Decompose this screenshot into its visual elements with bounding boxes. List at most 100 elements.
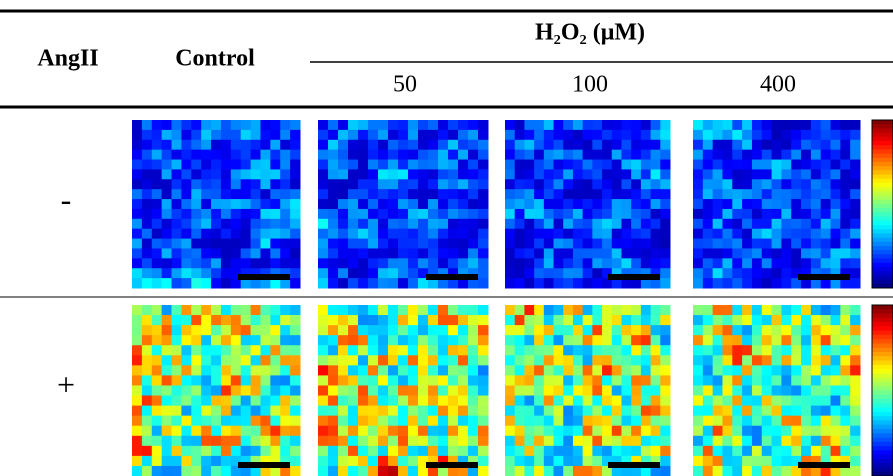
heatmap-cell [358, 395, 369, 407]
heatmap-cell [448, 375, 459, 386]
heatmap-cell [761, 169, 773, 180]
heatmap-cell [240, 455, 252, 467]
heatmap-cell [418, 218, 429, 230]
heatmap-cell [378, 325, 389, 336]
heatmap-cell [592, 325, 603, 336]
heatmap-cell [553, 325, 564, 336]
heatmap-cell [211, 139, 222, 151]
heatmap-cell [830, 375, 841, 386]
heatmap-cell [378, 415, 389, 427]
heatmap-cell [358, 139, 369, 151]
heatmap-cell [388, 435, 399, 447]
heatmap-cell [388, 278, 399, 289]
heatmap-cell [840, 345, 851, 356]
heatmap-cell [328, 325, 339, 336]
heatmap-cell [368, 159, 379, 170]
heatmap-cell [211, 129, 222, 141]
heatmap-cell [631, 268, 642, 279]
heatmap-cell [640, 335, 652, 346]
heatmap-cell [592, 405, 603, 417]
heatmap-cell [290, 305, 301, 316]
heatmap-cell [388, 258, 399, 269]
heatmap-cell [514, 228, 525, 240]
heatmap-cell [602, 208, 613, 220]
heatmap-cell [132, 365, 143, 376]
heatmap-cell [468, 228, 479, 240]
row-header: AngII [37, 46, 98, 72]
heatmap-cell [801, 335, 812, 346]
heatmap-cell [820, 335, 832, 346]
heatmap-cell [572, 445, 584, 457]
heatmap-cell [801, 218, 812, 230]
heatmap-cell [348, 248, 359, 259]
heatmap-cell [171, 445, 182, 457]
colorbar-step [872, 283, 893, 289]
heatmap-cell [438, 268, 449, 279]
heatmap-cell [171, 385, 182, 397]
heatmap-cell [141, 355, 153, 366]
heatmap-cell [418, 385, 429, 397]
heatmap-cell [478, 120, 489, 131]
heatmap-cell [611, 159, 622, 170]
heatmap-cell [408, 455, 419, 467]
heatmap-cell [621, 375, 632, 386]
heatmap-cell [621, 268, 632, 279]
heatmap-cell [801, 179, 812, 190]
heatmap-cell [732, 218, 743, 230]
colorbar-step [872, 352, 893, 357]
heatmap-cell [505, 465, 516, 476]
heatmap-cell [621, 199, 632, 210]
heatmap-cell [211, 435, 222, 447]
heatmap-cell [171, 345, 182, 356]
heatmap-cell [448, 238, 459, 249]
heatmap-cell [368, 278, 379, 289]
heatmap-cell [240, 305, 252, 316]
heatmap-cell [240, 375, 252, 386]
heatmap-cell [328, 149, 339, 161]
heatmap-cell [732, 248, 743, 259]
heatmap-cell [505, 238, 516, 249]
heatmap-cell [240, 149, 252, 161]
heatmap-cell [611, 355, 622, 366]
heatmap-cell [751, 355, 763, 366]
heatmap-cell [448, 385, 459, 397]
heatmap-cell [640, 129, 652, 141]
heatmap-cell [181, 445, 192, 457]
heatmap-cell [761, 335, 773, 346]
heatmap-cell [201, 305, 212, 316]
heatmap-cell [534, 278, 545, 289]
heatmap-cell [338, 385, 349, 397]
heatmap-cell [505, 365, 516, 376]
heatmap-cell [290, 258, 301, 269]
heatmap-cell [141, 238, 153, 249]
heatmap-cell [702, 465, 714, 476]
heatmap-cell [348, 238, 359, 249]
heatmap-cell [791, 228, 802, 240]
heatmap-cell [534, 385, 545, 397]
heatmap-cell [458, 345, 469, 356]
heatmap-cell [408, 169, 419, 180]
heatmap-cell [201, 238, 212, 249]
heatmap-cell [478, 395, 489, 407]
heatmap-cell [280, 179, 291, 190]
heatmap-cell [201, 385, 212, 397]
heatmap-cell [732, 325, 743, 336]
heatmap-cell [830, 335, 841, 346]
heatmap-cell [250, 455, 261, 467]
heatmap-cell [840, 425, 851, 437]
heatmap-cell [801, 208, 812, 220]
heatmap-cell [534, 248, 545, 259]
heatmap-cell [742, 120, 753, 131]
heatmap-cell [328, 218, 339, 230]
heatmap-cell [781, 248, 792, 259]
heatmap-cell [732, 315, 743, 326]
heatmap-cell [318, 465, 329, 476]
heatmap-cell [250, 149, 261, 161]
heatmap-cell [378, 405, 389, 417]
heatmap-cell [240, 228, 252, 240]
heatmap-cell [318, 335, 329, 346]
heatmap-cell [592, 120, 603, 131]
heatmap-cell [240, 445, 252, 457]
heatmap-cell [791, 179, 802, 190]
heatmap-cell [418, 415, 429, 427]
